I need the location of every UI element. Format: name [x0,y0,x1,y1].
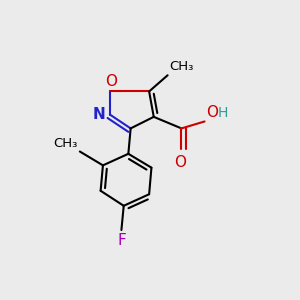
Text: CH₃: CH₃ [169,60,193,73]
Text: N: N [93,106,106,122]
Text: O: O [206,105,218,120]
Text: H: H [217,106,228,120]
Text: O: O [174,155,186,170]
Text: CH₃: CH₃ [53,137,77,150]
Text: F: F [117,233,126,248]
Text: O: O [105,74,117,89]
